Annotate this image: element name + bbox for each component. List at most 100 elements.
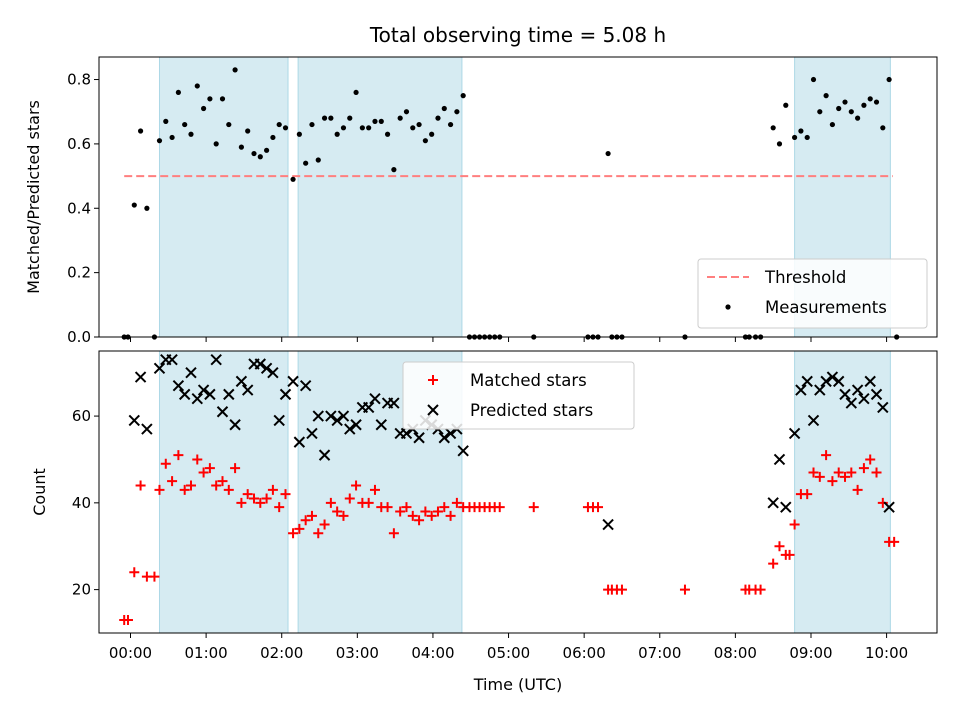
predicted-point [773,453,786,466]
matched-point [808,467,819,478]
x-tick-label: 01:00 [184,644,227,662]
measurement-point [873,99,880,105]
predicted-point [279,388,292,401]
measurement-point [783,102,789,108]
matched-point [840,471,851,482]
predicted-point [325,410,337,422]
y-tick-label: 0.4 [67,199,91,217]
predicted-point [216,406,229,418]
predicted-point [883,501,895,513]
measurement-point [309,121,315,128]
predicted-point [299,380,312,392]
predicted-point [287,375,299,388]
matched-point [230,463,241,474]
matched-point [198,467,209,478]
predicted-point [267,366,279,379]
y-tick-label: 0.0 [67,328,91,346]
matched-point [192,454,203,465]
matched-point [528,502,539,513]
matched-point [338,510,349,521]
x-tick-label: 08:00 [714,644,757,662]
measurement-point [416,121,422,128]
predicted-point [260,362,273,375]
series-matched-stars [119,450,900,625]
predicted-point [814,384,826,396]
measurement-point [188,131,194,137]
measurement-point [855,115,861,121]
legend-swatch-predicted [427,404,439,416]
predicted-point [780,501,792,513]
measurement-point [372,118,378,124]
measurement-point [804,134,810,141]
measurement-point [257,154,263,160]
matched-point [274,502,285,513]
measurement-point [397,115,403,121]
measurement-point [334,131,340,137]
matched-point [325,497,336,508]
matched-point [236,497,247,508]
matched-point [369,484,380,495]
y-tick-label: 40 [72,494,91,512]
measurement-point [447,121,454,128]
measurement-point [366,125,372,131]
matched-point [414,515,425,526]
predicted-point [337,410,350,422]
legend-swatch-measurements [725,304,731,310]
measurement-point [422,138,428,144]
bottom-panel: 20 40 60 00:00 01:00 02:00 03:00 04:00 05:00 06:0… [30,350,938,694]
predicted-point [141,423,153,435]
measurement-point [410,125,416,131]
y-axis-label: Matched/Predicted stars [24,100,43,294]
matched-point [217,476,228,487]
predicted-point [444,427,457,440]
matched-point [344,493,355,504]
predicted-point [807,414,820,427]
measurement-point [770,125,776,131]
x-tick-label: 00:00 [109,644,152,662]
matched-point [267,484,278,495]
legend-label: Threshold [764,268,846,287]
matched-point [223,484,234,495]
predicted-point [293,436,306,448]
predicted-point [362,401,375,414]
measurement-point [296,131,302,137]
matched-point [280,489,291,500]
matched-point [288,528,299,539]
predicted-point [178,388,191,401]
top-panel: 0.0 0.2 0.4 0.6 0.8 Matched/Predicted stars To… [24,23,938,346]
matched-point [846,467,857,478]
matched-point [382,502,393,513]
predicted-point [344,423,356,435]
measurement-point [403,109,410,115]
matched-point [593,502,604,513]
measurement-point [213,141,219,147]
predicted-point [845,397,858,409]
matched-point [802,489,813,500]
predicted-point [839,388,851,401]
measurement-point [776,141,783,147]
matched-point [426,510,437,521]
predicted-point [457,445,469,457]
matched-point [494,502,505,513]
matched-point [248,493,259,504]
measurement-point [219,96,226,102]
matched-point [332,506,343,517]
matched-point [679,584,690,595]
x-tick-label: 10:00 [865,644,908,662]
matched-point [129,567,140,578]
matched-point [821,450,832,461]
matched-point [300,515,311,526]
predicted-point [413,432,425,444]
measurement-point [303,160,309,166]
matched-point [185,480,196,491]
predicted-point [197,384,210,396]
predicted-point [306,427,318,440]
predicted-point [795,384,807,396]
shaded-interval-0 [158,56,289,338]
matched-point [755,584,766,595]
measurement-point [169,134,175,141]
measurement-point [810,76,817,83]
measurement-point [276,121,282,128]
measurement-point [245,128,251,134]
matched-point [407,510,418,521]
